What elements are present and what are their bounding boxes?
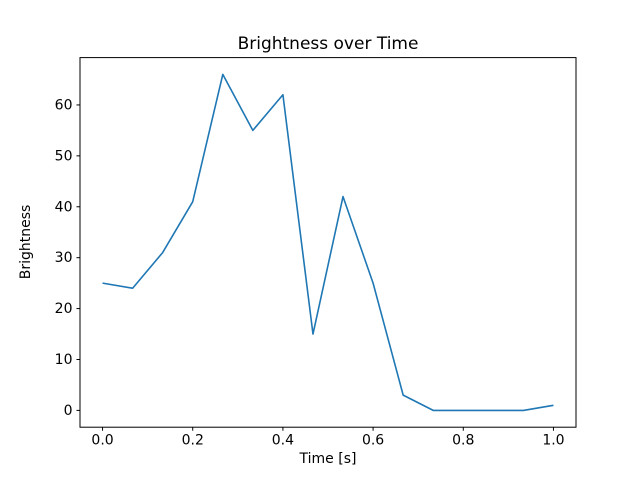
y-tick-label: 20 xyxy=(55,301,73,317)
y-tick-label: 10 xyxy=(55,352,73,368)
x-tick-label: 0.4 xyxy=(272,433,294,449)
x-tick-label: 0.8 xyxy=(452,433,474,449)
y-axis-label: Brightness xyxy=(18,204,34,280)
y-axis: 0 10 20 30 40 50 60 xyxy=(55,97,80,419)
chart-title: Brightness over Time xyxy=(237,34,419,54)
x-axis: 0.0 0.2 0.4 0.6 0.8 1.0 xyxy=(91,427,565,449)
y-tick-label: 40 xyxy=(55,199,73,215)
y-tick-label: 0 xyxy=(64,403,73,419)
x-tick-label: 1.0 xyxy=(542,433,564,449)
x-tick-label: 0.0 xyxy=(91,433,113,449)
x-tick-label: 0.2 xyxy=(182,433,204,449)
y-tick-label: 30 xyxy=(55,250,73,266)
plot-area-border xyxy=(79,57,577,428)
x-tick-label: 0.6 xyxy=(362,433,384,449)
line-series xyxy=(102,73,554,412)
x-axis-label: Time [s] xyxy=(299,451,357,467)
y-tick-label: 60 xyxy=(55,97,73,113)
y-tick-label: 50 xyxy=(55,148,73,164)
